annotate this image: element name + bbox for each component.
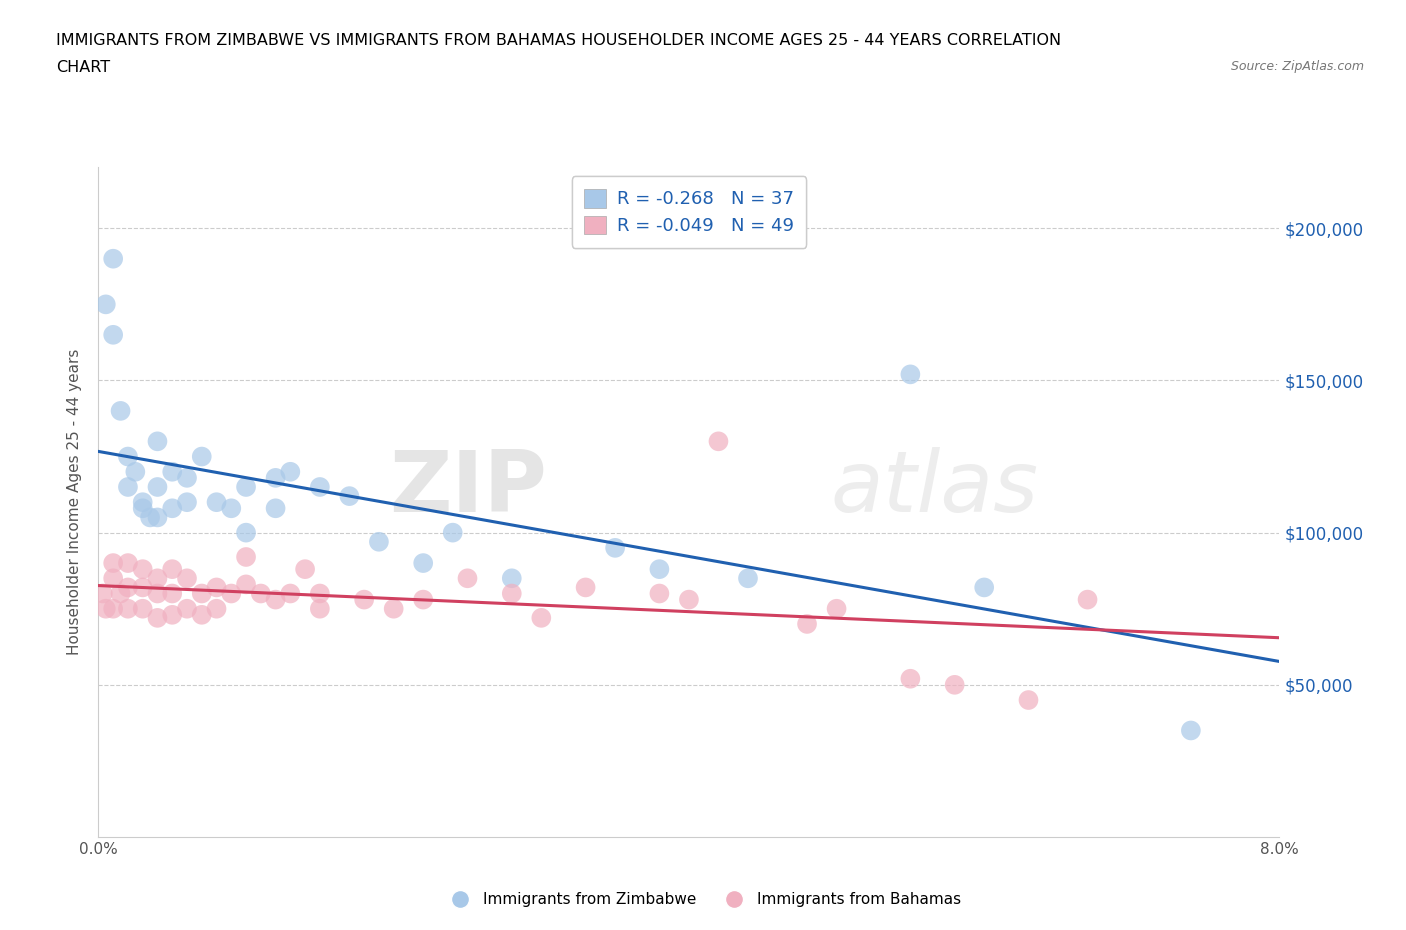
Point: [176, 471, 198, 485]
Point: [162, 562, 183, 577]
Point: [264, 501, 287, 516]
Point: [176, 602, 198, 617]
Point: [308, 480, 332, 495]
Point: [176, 495, 198, 510]
Point: [235, 577, 257, 591]
Point: [235, 480, 257, 495]
Point: [191, 586, 214, 601]
Point: [530, 610, 553, 625]
Point: [308, 586, 332, 601]
Point: [678, 592, 700, 607]
Point: [308, 602, 332, 617]
Legend: R = -0.268   N = 37, R = -0.049   N = 49: R = -0.268 N = 37, R = -0.049 N = 49: [572, 177, 806, 247]
Point: [146, 586, 169, 601]
Point: [382, 602, 405, 617]
Point: [900, 367, 922, 382]
Point: [162, 464, 183, 479]
Point: [337, 488, 360, 503]
Text: ZIP: ZIP: [389, 447, 547, 530]
Point: [353, 592, 375, 607]
Point: [235, 525, 257, 540]
Point: [412, 592, 434, 607]
Point: [103, 555, 125, 570]
Point: [707, 434, 730, 449]
Point: [139, 510, 162, 525]
Point: [250, 586, 273, 601]
Point: [737, 571, 759, 586]
Point: [117, 555, 139, 570]
Point: [294, 562, 316, 577]
Y-axis label: Householder Income Ages 25 - 44 years: Householder Income Ages 25 - 44 years: [67, 349, 83, 656]
Point: [110, 404, 132, 418]
Text: atlas: atlas: [831, 447, 1039, 530]
Point: [825, 602, 848, 617]
Point: [132, 580, 155, 595]
Point: [264, 471, 287, 485]
Point: [900, 671, 922, 686]
Point: [146, 480, 169, 495]
Point: [103, 571, 125, 586]
Point: [103, 602, 125, 617]
Point: [124, 464, 146, 479]
Point: [117, 449, 139, 464]
Text: CHART: CHART: [56, 60, 110, 75]
Point: [132, 495, 155, 510]
Point: [943, 677, 966, 692]
Point: [162, 501, 183, 516]
Point: [205, 602, 228, 617]
Point: [1077, 592, 1099, 607]
Point: [973, 580, 995, 595]
Text: IMMIGRANTS FROM ZIMBABWE VS IMMIGRANTS FROM BAHAMAS HOUSEHOLDER INCOME AGES 25 -: IMMIGRANTS FROM ZIMBABWE VS IMMIGRANTS F…: [56, 33, 1062, 47]
Point: [146, 510, 169, 525]
Point: [796, 617, 818, 631]
Point: [264, 592, 287, 607]
Point: [205, 580, 228, 595]
Point: [501, 571, 523, 586]
Point: [117, 602, 139, 617]
Point: [176, 571, 198, 586]
Point: [132, 501, 155, 516]
Point: [191, 449, 214, 464]
Point: [110, 586, 132, 601]
Text: Source: ZipAtlas.com: Source: ZipAtlas.com: [1230, 60, 1364, 73]
Point: [94, 602, 117, 617]
Point: [1017, 693, 1039, 708]
Point: [1180, 723, 1202, 737]
Point: [162, 607, 183, 622]
Point: [412, 555, 434, 570]
Point: [574, 580, 596, 595]
Point: [501, 586, 523, 601]
Point: [441, 525, 464, 540]
Point: [103, 327, 125, 342]
Point: [162, 586, 183, 601]
Point: [456, 571, 478, 586]
Point: [117, 580, 139, 595]
Point: [132, 562, 155, 577]
Point: [146, 434, 169, 449]
Point: [103, 251, 125, 266]
Point: [117, 480, 139, 495]
Point: [91, 586, 114, 601]
Point: [219, 586, 242, 601]
Point: [146, 610, 169, 625]
Point: [648, 586, 671, 601]
Point: [278, 586, 302, 601]
Point: [278, 464, 302, 479]
Point: [132, 602, 155, 617]
Point: [648, 562, 671, 577]
Point: [94, 297, 117, 312]
Point: [235, 550, 257, 565]
Point: [205, 495, 228, 510]
Point: [605, 540, 627, 555]
Point: [367, 535, 389, 550]
Point: [219, 501, 242, 516]
Point: [191, 607, 214, 622]
Point: [146, 571, 169, 586]
Legend: Immigrants from Zimbabwe, Immigrants from Bahamas: Immigrants from Zimbabwe, Immigrants fro…: [439, 886, 967, 913]
